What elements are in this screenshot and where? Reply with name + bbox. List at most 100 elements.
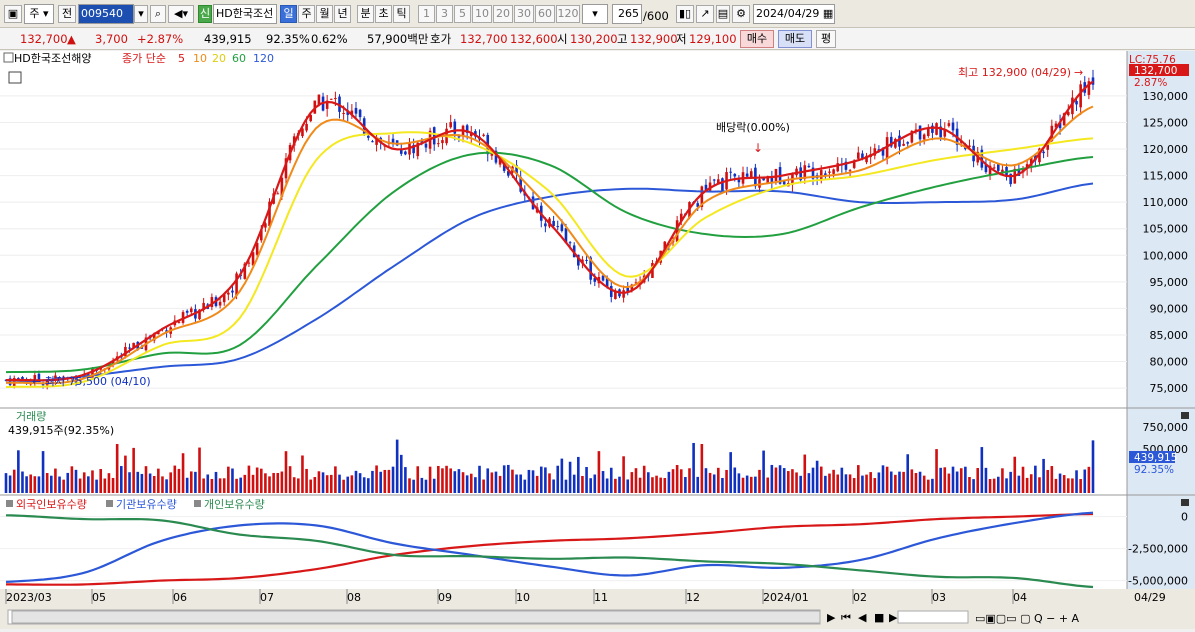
volume-bar — [791, 469, 794, 493]
minute-60-button[interactable]: 60 — [535, 5, 555, 23]
volume-bar — [712, 474, 716, 493]
volume-bar — [317, 471, 321, 493]
minute-120-button[interactable]: 120 — [556, 5, 580, 23]
gear-icon[interactable]: ⚙ — [732, 5, 750, 23]
volume-bar — [675, 464, 679, 493]
period-second-button[interactable]: 초 — [375, 5, 392, 23]
volume-bar — [881, 465, 885, 493]
save-icon[interactable]: ▤ — [716, 5, 730, 23]
scroll-right-icon[interactable]: ▶ — [827, 611, 836, 624]
volume-bar — [700, 444, 704, 493]
minute-3-button[interactable]: 3 — [436, 5, 453, 23]
volume-bar — [490, 472, 494, 493]
candle-body — [910, 130, 914, 143]
period-minute-button[interactable]: 분 — [357, 5, 374, 23]
sound-icon[interactable]: ◀▾ — [168, 5, 194, 23]
period-month-button[interactable]: 월 — [316, 5, 333, 23]
high-value: 132,900 — [630, 32, 678, 46]
candle-body — [614, 291, 617, 299]
candle-body — [927, 127, 930, 136]
volume-bar — [799, 475, 802, 493]
prev-page-icon[interactable]: ◀ — [858, 611, 867, 624]
volume-bar — [399, 454, 403, 493]
buy-button[interactable]: 매수 — [740, 30, 774, 48]
low-label: 저 — [676, 32, 687, 46]
candle-body — [799, 167, 802, 181]
volume-bar — [313, 477, 317, 493]
period-week-button[interactable]: 주 — [298, 5, 315, 23]
minute-10-button[interactable]: 10 — [472, 5, 492, 23]
volume-bar — [910, 469, 914, 493]
candle-body — [988, 165, 992, 176]
high-annotation: 최고 132,900 (04/29) — [958, 66, 1071, 79]
minute-1-button[interactable]: 1 — [418, 5, 435, 23]
minute-30-button[interactable]: 30 — [514, 5, 534, 23]
turnover-value: 0.62% — [311, 32, 348, 46]
candle-body — [564, 228, 568, 244]
period-year-button[interactable]: 년 — [334, 5, 351, 23]
prev-button[interactable]: 전 — [58, 5, 76, 23]
bar-count-input[interactable]: 265 — [612, 4, 642, 24]
candle-body — [111, 360, 115, 366]
search-icon[interactable]: ⌕ — [150, 5, 166, 23]
candle-type-icon[interactable]: ▮▯ — [676, 5, 694, 23]
pane-collapse-icon[interactable] — [3, 52, 14, 63]
candle-body — [247, 262, 251, 264]
candle-body — [898, 135, 901, 147]
eval-button[interactable]: 평 — [816, 30, 836, 48]
quote-bar — [0, 28, 1195, 50]
sell-button[interactable]: 매도 — [778, 30, 812, 48]
volume-bar — [1029, 474, 1033, 493]
volume-bar — [828, 473, 831, 493]
volume-bar — [165, 479, 168, 493]
volume-bar — [251, 474, 255, 493]
scroll-thumb[interactable] — [11, 610, 821, 624]
candle-body — [494, 150, 498, 163]
candle-body — [733, 173, 737, 177]
layout-icon[interactable]: ▣ — [4, 5, 22, 23]
code-dropdown-icon[interactable]: ▾ — [134, 5, 148, 23]
candle-body — [729, 171, 732, 173]
volume-bar — [161, 476, 164, 493]
candle-body — [107, 367, 111, 370]
stop-icon[interactable]: ■ — [874, 611, 884, 624]
zoom-slider[interactable] — [897, 610, 969, 624]
last-price-marker — [1129, 64, 1189, 76]
volume-bar — [655, 475, 658, 493]
date-input[interactable]: 2024/04/29 ▦ — [753, 4, 835, 24]
volume-pane-close-icon[interactable] — [1181, 412, 1189, 419]
first-page-icon[interactable]: ⏮ — [841, 611, 851, 624]
volume-bar — [852, 478, 856, 493]
minute-5-button[interactable]: 5 — [454, 5, 471, 23]
candle-body — [782, 181, 786, 185]
candle-body — [836, 163, 840, 172]
candle-body — [202, 302, 205, 310]
volume-bar — [1054, 478, 1058, 493]
volume-bar — [906, 454, 910, 493]
period-day-button[interactable]: 일 — [280, 5, 297, 23]
candle-body — [457, 136, 461, 138]
candle-body — [824, 173, 827, 176]
minute-20-button[interactable]: 20 — [493, 5, 513, 23]
volume-bar — [832, 469, 835, 493]
volume-bar — [111, 477, 115, 493]
volume-bar — [74, 469, 78, 493]
volume-bar — [255, 467, 259, 493]
volume-bar — [379, 471, 382, 493]
market-select[interactable]: 주 ▾ — [24, 4, 54, 24]
layout-icons[interactable]: ▭▣▢▭ ▢ Q − + A — [975, 612, 1080, 625]
custom-period-select[interactable]: ▾ — [582, 4, 608, 24]
period-tick-button[interactable]: 틱 — [393, 5, 410, 23]
draw-tool-icon[interactable]: ↗ — [696, 5, 714, 23]
stock-code-input[interactable]: 009540 — [78, 4, 134, 24]
ma10-legend: 10 — [193, 52, 207, 65]
volume-bar — [301, 455, 304, 493]
table-toggle-icon[interactable] — [8, 71, 22, 84]
volume-bar — [362, 477, 366, 493]
price-tick-label: 125,000 — [1143, 116, 1189, 129]
volume-bar — [758, 469, 761, 493]
up-arrow-icon: ▲ — [67, 32, 76, 46]
candle-body — [227, 292, 230, 295]
holding-pane-close-icon[interactable] — [1181, 499, 1189, 506]
volume-bar — [556, 465, 560, 493]
